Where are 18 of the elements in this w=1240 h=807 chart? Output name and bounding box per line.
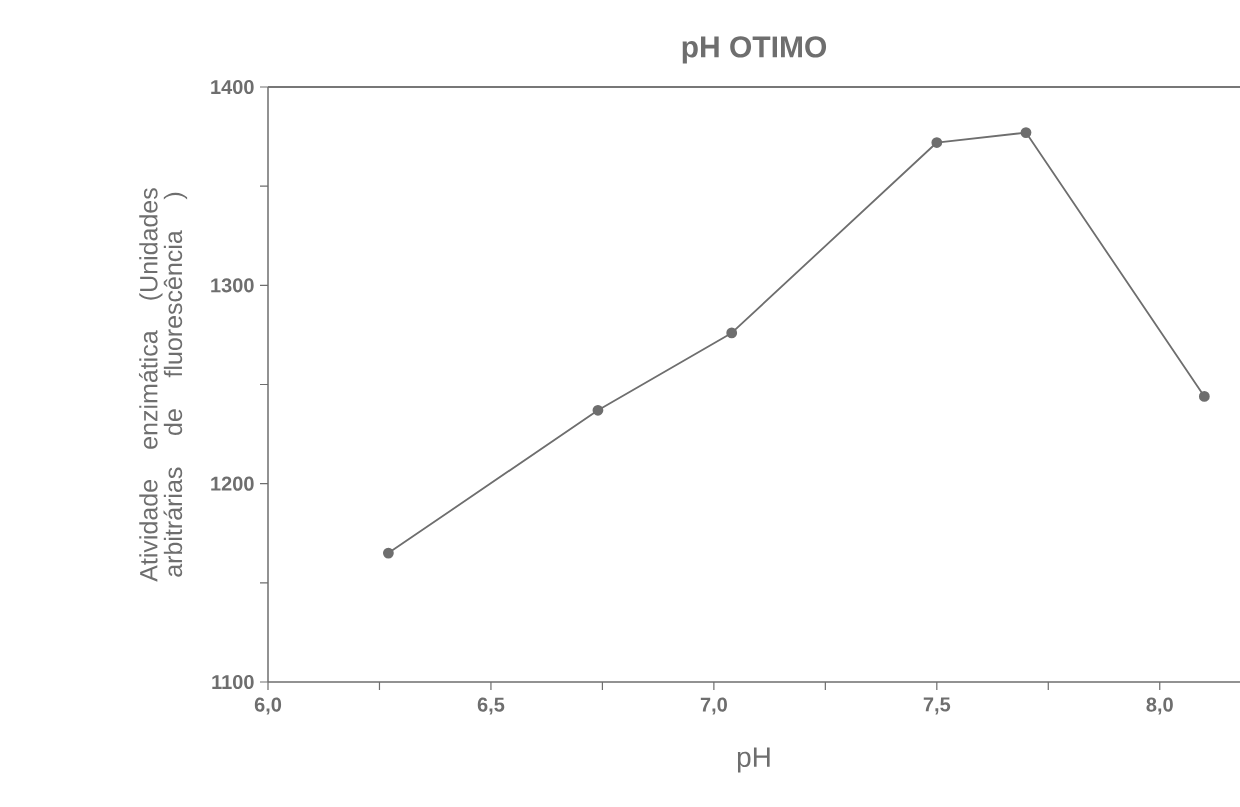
y-tick-label: 1100 [212, 674, 254, 690]
y-tick-label: 1200 [211, 476, 254, 491]
x-tick-label: 7,0 [700, 697, 727, 715]
x-tick-label: 8,0 [1146, 697, 1173, 715]
point [726, 327, 738, 339]
point [931, 137, 943, 148]
x-tick-label: 6,5 [477, 697, 505, 715]
y-tick-label: 1300 [211, 278, 254, 293]
x-tick-label: 7,5 [923, 697, 951, 715]
point [382, 547, 394, 559]
y-tick-label: 1400 [211, 79, 254, 95]
point [592, 404, 604, 416]
point [1020, 127, 1032, 139]
x-axis-title: pH [737, 747, 770, 773]
point [1198, 391, 1210, 402]
x-tick-label: 6,0 [254, 697, 282, 715]
y-axis-title: Atividade enzimática (Unidades arbitrárias de fluorescência ) [138, 188, 188, 582]
chart-title: pH OTIMO [682, 36, 827, 64]
